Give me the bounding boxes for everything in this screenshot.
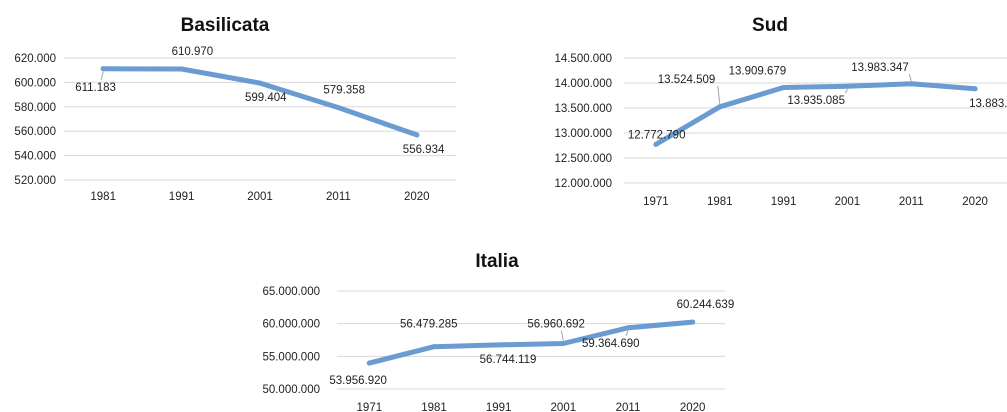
y-tick-label: 560.000 bbox=[14, 126, 56, 138]
data-label: 611.183 bbox=[75, 82, 116, 94]
x-tick-label: 2011 bbox=[899, 196, 924, 208]
label-leader-line bbox=[560, 330, 564, 341]
x-tick-label: 2011 bbox=[326, 191, 351, 203]
data-label: 59.364.690 bbox=[582, 338, 640, 350]
chart-title: Sud bbox=[752, 15, 788, 36]
data-point bbox=[179, 66, 185, 72]
chart-title: Italia bbox=[475, 251, 519, 272]
x-tick-label: 1991 bbox=[486, 402, 512, 412]
y-tick-label: 600.000 bbox=[14, 77, 56, 89]
data-point bbox=[972, 86, 978, 92]
data-point bbox=[625, 325, 631, 331]
chart-basilicata: Basilicata 620.000 600.000 580.000 560.000 54… bbox=[14, 15, 456, 203]
data-point bbox=[431, 344, 437, 350]
x-tick-label: 2020 bbox=[680, 402, 706, 412]
chart-title: Basilicata bbox=[181, 15, 270, 36]
data-label: 579.358 bbox=[323, 85, 365, 97]
label-leader-line bbox=[908, 73, 912, 81]
data-label: 556.934 bbox=[403, 144, 445, 156]
data-point bbox=[717, 104, 723, 110]
data-label: 12.772.790 bbox=[628, 129, 686, 141]
x-tick-label: 1971 bbox=[357, 402, 383, 412]
chart-italia: Italia 65.000.000 60.000.000 55.000.000 50.0… bbox=[262, 251, 734, 412]
y-tick-label: 65.000.000 bbox=[262, 286, 320, 298]
y-tick-label: 12.500.000 bbox=[554, 153, 612, 165]
y-tick-label: 13.500.000 bbox=[554, 103, 612, 115]
x-tick-label: 2020 bbox=[962, 196, 988, 208]
label-leader-line bbox=[100, 71, 104, 80]
y-tick-label: 520.000 bbox=[14, 175, 56, 187]
data-label: 13.524.509 bbox=[658, 74, 716, 86]
x-tick-label: 2001 bbox=[247, 191, 273, 203]
y-tick-label: 60.000.000 bbox=[262, 319, 320, 331]
data-label: 13.909.679 bbox=[729, 66, 787, 78]
data-label: 599.404 bbox=[245, 92, 287, 104]
data-point bbox=[335, 105, 341, 111]
data-point bbox=[257, 80, 263, 86]
y-tick-label: 12.000.000 bbox=[554, 178, 612, 190]
y-tick-label: 540.000 bbox=[14, 151, 56, 163]
label-leader-line bbox=[844, 89, 848, 94]
x-tick-label: 1991 bbox=[771, 196, 797, 208]
data-label: 56.479.285 bbox=[400, 319, 458, 331]
label-leader-line bbox=[625, 330, 629, 337]
y-tick-label: 14.000.000 bbox=[554, 78, 612, 90]
data-point bbox=[690, 319, 696, 325]
x-tick-label: 1981 bbox=[707, 196, 733, 208]
y-tick-label: 14.500.000 bbox=[554, 53, 612, 65]
series-line bbox=[653, 81, 978, 147]
x-tick-label: 2001 bbox=[835, 196, 861, 208]
data-point bbox=[908, 81, 914, 87]
data-label: 60.244.639 bbox=[677, 299, 735, 311]
x-tick-label: 1991 bbox=[169, 191, 195, 203]
data-label: 610.970 bbox=[172, 46, 214, 58]
series-line bbox=[366, 319, 696, 366]
data-point bbox=[844, 83, 850, 89]
data-point bbox=[366, 360, 372, 366]
y-tick-label: 55.000.000 bbox=[262, 351, 320, 363]
x-tick-label: 2001 bbox=[551, 402, 577, 412]
data-point bbox=[560, 341, 566, 347]
x-tick-label: 1981 bbox=[421, 402, 447, 412]
data-label: 13.883.827 bbox=[969, 98, 1007, 110]
data-point bbox=[100, 66, 106, 72]
data-label: 56.744.119 bbox=[480, 354, 537, 366]
data-point bbox=[414, 132, 420, 138]
x-tick-label: 2011 bbox=[616, 402, 641, 412]
chart-sud: Sud 14.500.000 14.000.000 13.500.000 13.000.… bbox=[554, 15, 1007, 208]
data-point bbox=[781, 85, 787, 91]
data-label: 53.956.920 bbox=[329, 375, 387, 387]
y-tick-label: 50.000.000 bbox=[262, 384, 320, 396]
data-point bbox=[653, 141, 659, 147]
data-point bbox=[496, 342, 502, 348]
label-leader-line bbox=[717, 85, 721, 104]
x-tick-label: 1981 bbox=[90, 191, 116, 203]
y-tick-label: 13.000.000 bbox=[554, 128, 612, 140]
y-tick-label: 620.000 bbox=[14, 53, 56, 65]
data-label: 13.983.347 bbox=[851, 62, 909, 74]
y-tick-label: 580.000 bbox=[14, 102, 56, 114]
data-label: 13.935.085 bbox=[787, 95, 845, 107]
data-label: 56.960.692 bbox=[527, 319, 585, 331]
x-tick-label: 2020 bbox=[404, 191, 430, 203]
x-tick-label: 1971 bbox=[643, 196, 669, 208]
